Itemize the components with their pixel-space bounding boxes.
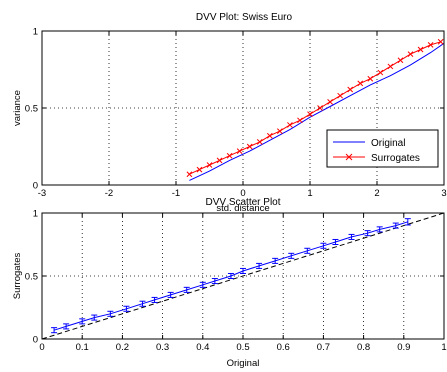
dvv-plot-xtick-label: -3 [38,188,46,199]
dvv-scatter-xtick-label: 0.7 [317,342,330,353]
dvv-scatter-errorbar [240,267,246,274]
legend-box [326,129,439,168]
legend-label-original: Original [371,138,405,149]
dvv-scatter-errorbar [51,327,58,334]
dvv-plot-surrogates-marker [226,152,233,159]
dvv-plot-surrogates-marker [427,42,434,48]
dvv-plot-surrogates-marker [196,166,203,173]
dvv-scatter-errorbar [348,233,355,240]
dvv-plot-ytick-label: 0.5 [25,104,38,115]
dvv-scatter-xtick-label: 0.6 [277,342,290,353]
dvv-scatter-series [51,218,411,334]
dvv-plot-series [186,38,445,181]
dvv-plot-surrogates-marker [276,128,283,134]
dvv-scatter-errorbar [91,314,98,321]
dvv-plot-ticks: -3 -2 -1 0 1 2 3 0 0.5 1 [25,27,447,200]
dvv-plot: DVV Plot: Swiss Euro -3 -2 -1 0 1 2 3 0 0.5 1 std… [12,12,447,214]
dvv-plot-surrogates-marker [337,92,344,99]
dvv-plot-surrogates-marker [327,98,333,105]
dvv-plot-xtick-label: 2 [374,188,379,199]
dvv-scatter-errorbar [288,252,295,259]
dvv-plot-xtick-label: 3 [441,188,446,199]
dvv-plot-surrogates-marker [347,86,354,93]
legend-label-surrogates: Surrogates [371,153,420,164]
dvv-scatter-xtick-label: 0.1 [76,342,89,353]
dvv-scatter-errorbar [256,262,263,269]
dvv-plot-surrogates-marker [297,117,303,124]
dvv-plot-surrogates-marker [397,57,404,64]
dvv-plot-surrogates-marker [186,171,193,178]
dvv-plot-surrogates-marker [417,46,424,53]
dvv-plot-xtick-label: -1 [172,188,180,199]
dvv-scatter-ylabel: Surrogates [12,253,23,300]
dvv-scatter-xtick-label: 1 [441,342,446,353]
dvv-scatter-xtick-label: 0.3 [156,342,169,353]
dvv-scatter-errorbar [304,247,311,254]
dvv-plot-surrogates-marker [377,69,384,76]
dvv-scatter-errorbar [63,323,70,330]
dvv-plot-xtick-label: 1 [307,188,312,199]
dvv-scatter-xtick-label: 0.9 [397,342,410,353]
dvv-scatter-errorbar [107,310,114,317]
legend: Original Surrogates [326,129,439,168]
dvv-plot-xlabel: std. distance [216,203,269,214]
dvv-scatter-ytick-label: 1 [33,209,38,220]
dvv-scatter-errorbar [167,291,174,298]
dvv-scatter-errorbar [404,218,411,226]
dvv-scatter-errorbar [139,300,146,307]
dvv-plot-surrogates-marker [437,38,444,45]
dvv-plot-surrogates-marker [367,75,374,82]
dvv-plot-surrogates-marker [236,148,243,154]
dvv-plot-surrogates-marker [317,105,323,111]
dvv-scatter-reference-line [41,212,445,340]
dvv-plot-xtick-label: -2 [105,188,113,199]
dvv-plot-surrogates-marker [357,80,364,87]
dvv-plot-surrogates-marker [266,132,273,139]
dvv-scatter-errorbar [272,257,279,264]
dvv-scatter-title: DVV Scatter Plot [205,197,280,208]
dvv-scatter-errorbar [151,296,158,303]
dvv-plot-original-line [189,42,445,181]
dvv-scatter-errorbar [320,242,327,249]
dvv-scatter-ticks: 0 0.1 0.2 0.3 0.4 0.5 0.6 0.7 0.8 0.9 1 0 0.5 1 [25,209,447,354]
dvv-plot-surrogates-marker [216,157,223,164]
dvv-scatter-errorbar [183,286,190,293]
dvv-scatter-errorbar [392,222,399,229]
dvv-plot-xtick-label: 0 [240,188,245,199]
dvv-scatter-errorbar [376,226,383,233]
dvv-scatter-reference [41,212,445,340]
dvv-plot-surrogates-marker [407,51,414,57]
dvv-scatter-xtick-label: 0 [39,342,44,353]
dvv-plot-ylabel: variance [12,90,23,126]
dvv-scatter-xtick-label: 0.4 [196,342,209,353]
dvv-scatter-errorbar [332,238,339,245]
dvv-scatter-errorbar [364,230,371,237]
legend-marker-surrogates [345,153,353,161]
dvv-scatter-plot: DVV Scatter Plot 0 0.1 0.2 0.3 0.4 0.5 0.6 0.7 0… [12,197,447,369]
dvv-scatter-xtick-label: 0.2 [116,342,129,353]
dvv-scatter-errorbar [79,318,86,325]
dvv-plot-surrogates-marker [307,111,313,118]
dvv-scatter-ytick-label: 0 [33,335,38,346]
dvv-plot-surrogates-marker [206,162,213,168]
dvv-plot-ytick-label: 0 [33,181,38,192]
dvv-scatter-errorbar [199,281,206,288]
dvv-scatter-xtick-label: 0.5 [236,342,249,353]
dvv-scatter-errorbar [123,305,130,312]
dvv-plot-ytick-label: 1 [33,27,38,38]
dvv-plot-surrogates-marker [246,143,253,150]
dvv-scatter-ytick-label: 0.5 [25,272,38,283]
dvv-scatter-xtick-label: 0.8 [357,342,370,353]
dvv-scatter-errorbar [211,278,218,285]
dvv-plot-surrogates-marker [387,63,394,70]
dvv-plot-surrogates-marker [287,122,293,128]
dvv-scatter-xlabel: Original [227,358,260,369]
dvv-plot-title: DVV Plot: Swiss Euro [196,12,293,23]
dvv-plot-surrogates-marker [256,139,263,145]
dvv-scatter-errorbar [227,272,234,280]
